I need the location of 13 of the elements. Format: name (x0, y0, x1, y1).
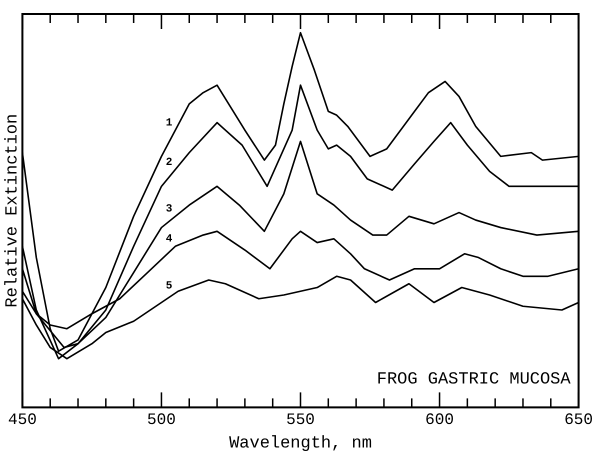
series-label: 5 (166, 280, 173, 292)
x-tick-label: 550 (286, 411, 315, 430)
x-axis-title: Wavelength, nm (229, 434, 372, 454)
series-label: 1 (166, 117, 173, 130)
y-axis-title: Relative Extinction (4, 114, 23, 308)
series-label: 2 (166, 156, 172, 169)
annotation: FROG GASTRIC MUCOSA (376, 370, 572, 390)
x-tick-label: 600 (425, 411, 454, 430)
x-tick-label: 450 (8, 411, 37, 430)
series-label: 3 (166, 204, 173, 216)
x-tick-label: 500 (147, 411, 176, 430)
series-label: 4 (166, 234, 173, 246)
x-tick-label: 650 (564, 411, 594, 430)
